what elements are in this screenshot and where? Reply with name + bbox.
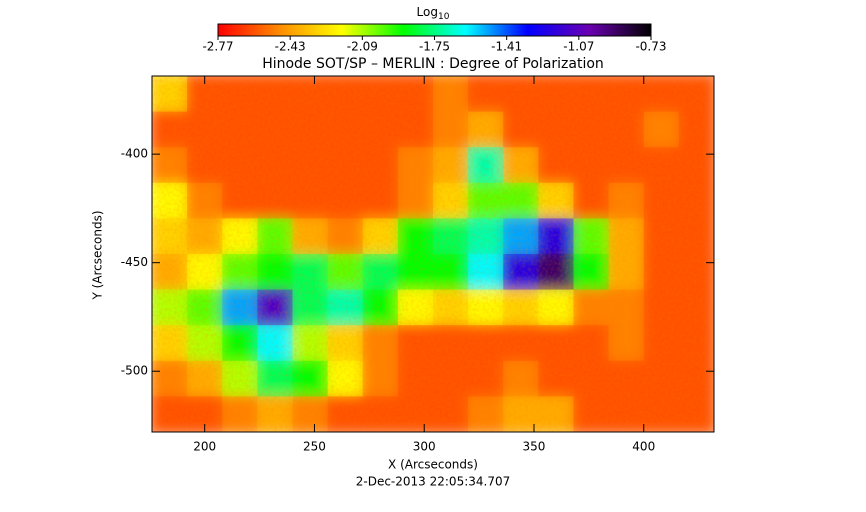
colorbar-tick-label: -0.73 <box>635 40 666 54</box>
x-tick-label: 350 <box>523 440 546 454</box>
x-tick-label: 200 <box>193 440 216 454</box>
colorbar-label-subscript: 10 <box>438 12 450 22</box>
plot-frame <box>151 75 715 433</box>
texture <box>152 76 714 432</box>
colorbar-tick-label: -2.43 <box>275 40 306 54</box>
y-axis-label: Y (Arcseconds) <box>91 210 105 300</box>
date-label: 2-Dec-2013 22:05:34.707 <box>356 475 510 489</box>
colorbar-label-text: Log <box>417 5 438 19</box>
colorbar-tick-label: -1.41 <box>491 40 522 54</box>
x-tick-label: 250 <box>303 440 326 454</box>
y-tick-label: -500 <box>121 364 148 378</box>
x-axis-label: X (Arcseconds) <box>388 458 478 472</box>
x-tick-label: 400 <box>632 440 655 454</box>
colorbar <box>217 23 652 37</box>
y-tick-label: -400 <box>121 147 148 161</box>
colorbar-label: Log10 <box>417 5 450 22</box>
colorbar-tick-label: -1.07 <box>563 40 594 54</box>
colorbar-tick-label: -2.77 <box>202 40 233 54</box>
x-tick-label: 300 <box>413 440 436 454</box>
colorbar-tick-label: -1.75 <box>419 40 450 54</box>
colorbar-tick-label: -2.09 <box>347 40 378 54</box>
chart-title: Hinode SOT/SP – MERLIN : Degree of Polar… <box>262 56 604 72</box>
y-tick-label: -450 <box>121 255 148 269</box>
